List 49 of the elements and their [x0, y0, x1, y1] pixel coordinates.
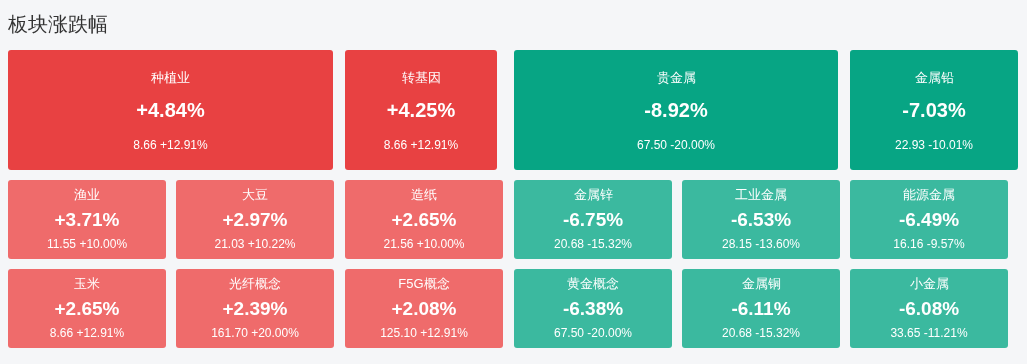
text: 8.66 +12.91%: [49, 326, 125, 340]
data-label: +2.39%: [222, 298, 288, 319]
text: 67.50 -20.00%: [553, 326, 633, 340]
data-label: -6.11%: [731, 298, 791, 319]
category-label: 玉米: [74, 276, 100, 291]
category-label: 黄金概念: [567, 276, 619, 291]
data-label: +2.65%: [54, 298, 120, 319]
text: 33.65 -11.21%: [890, 326, 968, 340]
text: 11.55 +10.00%: [46, 237, 128, 251]
data-label: -7.03%: [902, 99, 966, 121]
data-label: +2.97%: [222, 209, 288, 230]
category-label: 能源金属: [903, 187, 955, 202]
category-label: 大豆: [242, 187, 268, 202]
text: 21.03 +10.22%: [214, 237, 296, 251]
data-label: -6.49%: [898, 209, 960, 230]
text: 125.10 +12.91%: [380, 326, 469, 340]
text: 16.16 -9.57%: [893, 237, 966, 251]
category-label: 造纸: [411, 187, 437, 202]
data-label: +2.65%: [391, 209, 457, 230]
category-label: 小金属: [909, 276, 949, 291]
category-label: 转基因: [401, 70, 441, 85]
text: 67.50 -20.00%: [636, 138, 716, 152]
data-label: -6.08%: [898, 298, 960, 319]
data-label: +4.25%: [386, 99, 456, 121]
data-label: -6.75%: [562, 209, 624, 230]
data-label: -6.53%: [730, 209, 792, 230]
text: 161.70 +20.00%: [211, 326, 300, 340]
text: 20.68 -15.32%: [721, 326, 801, 340]
data-label: +2.08%: [391, 298, 457, 319]
data-label: -6.38%: [562, 298, 624, 319]
text: 20.68 -15.32%: [553, 237, 633, 251]
text: 22.93 -10.01%: [894, 138, 974, 152]
text: 21.56 +10.00%: [383, 237, 465, 251]
text: 8.66 +12.91%: [383, 138, 459, 152]
category-label: 种植业: [151, 70, 190, 85]
category-label: 金属锌: [573, 187, 613, 202]
category-label: 渔业: [74, 187, 100, 202]
category-label: 金属铅: [914, 70, 954, 85]
category-label: 金属铜: [741, 276, 781, 291]
data-label: +4.84%: [136, 99, 205, 121]
data-label: +3.71%: [54, 209, 120, 230]
data-label: -8.92%: [644, 99, 708, 121]
text: 板块涨跌幅: [7, 13, 108, 35]
category-label: 工业金属: [735, 187, 787, 202]
category-label: F5G概念: [398, 276, 450, 291]
text: 8.66 +12.91%: [133, 138, 209, 152]
category-label: 贵金属: [656, 70, 696, 85]
text: 28.15 -13.60%: [721, 237, 801, 251]
category-label: 光纤概念: [229, 276, 281, 291]
